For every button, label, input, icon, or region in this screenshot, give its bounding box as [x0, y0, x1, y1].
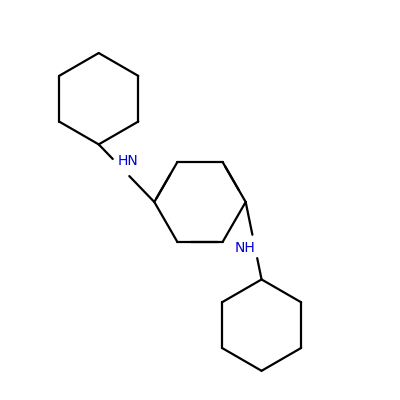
Text: NH: NH	[234, 242, 255, 256]
Text: HN: HN	[117, 154, 138, 168]
